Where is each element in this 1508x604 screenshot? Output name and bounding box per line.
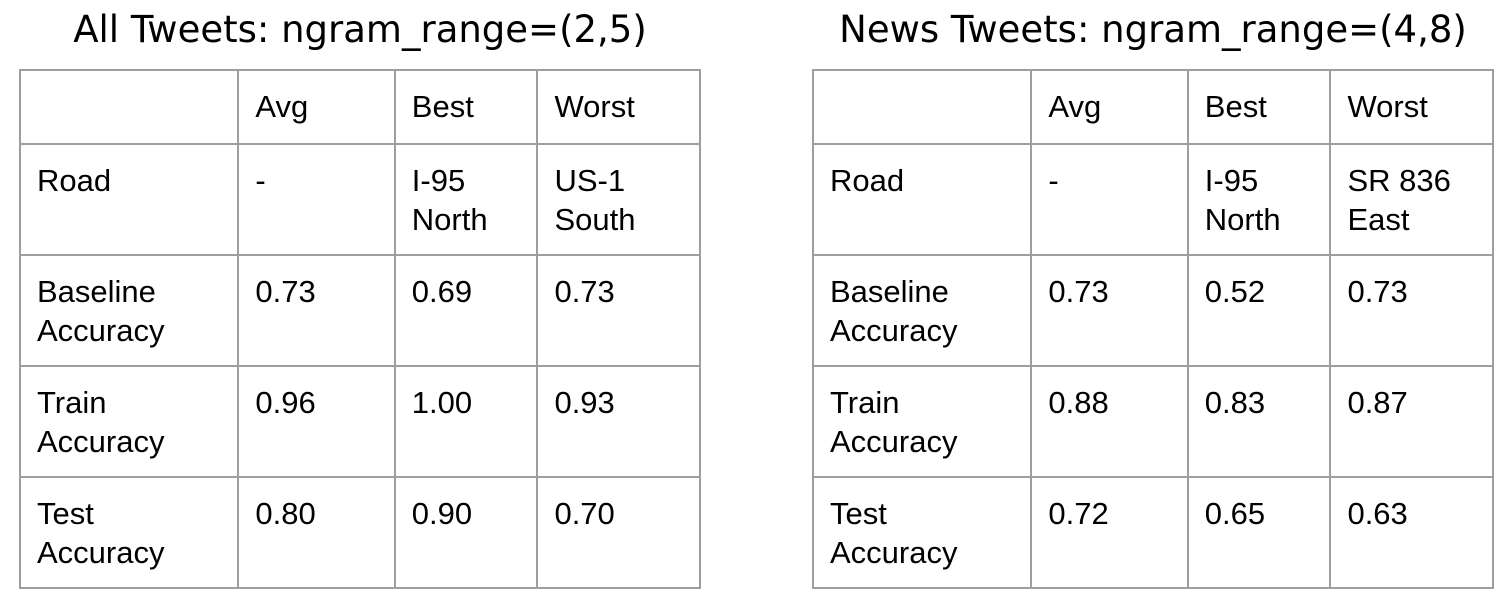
table-header-row: Avg Best Worst xyxy=(811,69,1494,145)
row-label-cell: Test Accuracy xyxy=(18,476,240,589)
table-cell: 0.52 xyxy=(1186,254,1332,367)
table-cell: 0.73 xyxy=(1030,254,1189,367)
table-cell: 0.96 xyxy=(237,365,396,478)
table-cell: - xyxy=(1030,143,1189,256)
table-header-row: Avg Best Worst xyxy=(18,69,701,145)
table-cell: 0.65 xyxy=(1186,476,1332,589)
row-label-cell: Train Accuracy xyxy=(18,365,240,478)
table-cell: 0.63 xyxy=(1329,476,1494,589)
row-label-cell: Test Accuracy xyxy=(811,476,1033,589)
row-label-cell: Road xyxy=(18,143,240,256)
table-cell: 0.73 xyxy=(1329,254,1494,367)
header-cell: Worst xyxy=(536,69,701,145)
table-row: Baseline Accuracy 0.73 0.52 0.73 xyxy=(811,254,1494,367)
all-tweets-title: All Tweets: ngram_range=(2,5) xyxy=(73,8,647,51)
table-cell: 0.88 xyxy=(1030,365,1189,478)
table-row: Road - I-95 North SR 836 East xyxy=(811,143,1494,256)
table-cell: - xyxy=(237,143,396,256)
table-cell: US-1 South xyxy=(536,143,701,256)
header-cell xyxy=(18,69,240,145)
header-cell: Worst xyxy=(1329,69,1494,145)
news-tweets-title: News Tweets: ngram_range=(4,8) xyxy=(839,8,1467,51)
table-cell: 0.87 xyxy=(1329,365,1494,478)
table-cell: 0.70 xyxy=(536,476,701,589)
header-cell: Avg xyxy=(1030,69,1189,145)
table-cell: I-95 North xyxy=(393,143,539,256)
header-cell: Best xyxy=(1186,69,1332,145)
row-label-cell: Baseline Accuracy xyxy=(18,254,240,367)
header-cell: Avg xyxy=(237,69,396,145)
table-cell: SR 836 East xyxy=(1329,143,1494,256)
row-label-cell: Train Accuracy xyxy=(811,365,1033,478)
table-cell: 0.90 xyxy=(393,476,539,589)
table-cell: I-95 North xyxy=(1186,143,1332,256)
table-cell: 0.69 xyxy=(393,254,539,367)
table-cell: 1.00 xyxy=(393,365,539,478)
table-row: Test Accuracy 0.80 0.90 0.70 xyxy=(18,476,701,589)
row-label-cell: Road xyxy=(811,143,1033,256)
table-cell: 0.72 xyxy=(1030,476,1189,589)
table-row: Train Accuracy 0.88 0.83 0.87 xyxy=(811,365,1494,478)
table-cell: 0.73 xyxy=(237,254,396,367)
table-cell: 0.80 xyxy=(237,476,396,589)
table-row: Train Accuracy 0.96 1.00 0.93 xyxy=(18,365,701,478)
table-row: Road - I-95 North US-1 South xyxy=(18,143,701,256)
table-row: Test Accuracy 0.72 0.65 0.63 xyxy=(811,476,1494,589)
header-cell: Best xyxy=(393,69,539,145)
table-cell: 0.83 xyxy=(1186,365,1332,478)
header-cell xyxy=(811,69,1033,145)
table-cell: 0.93 xyxy=(536,365,701,478)
row-label-cell: Baseline Accuracy xyxy=(811,254,1033,367)
all-tweets-table: Avg Best Worst Road - I-95 North US-1 So… xyxy=(18,69,701,589)
table-row: Baseline Accuracy 0.73 0.69 0.73 xyxy=(18,254,701,367)
news-tweets-table: Avg Best Worst Road - I-95 North SR 836 … xyxy=(811,69,1494,589)
table-cell: 0.73 xyxy=(536,254,701,367)
